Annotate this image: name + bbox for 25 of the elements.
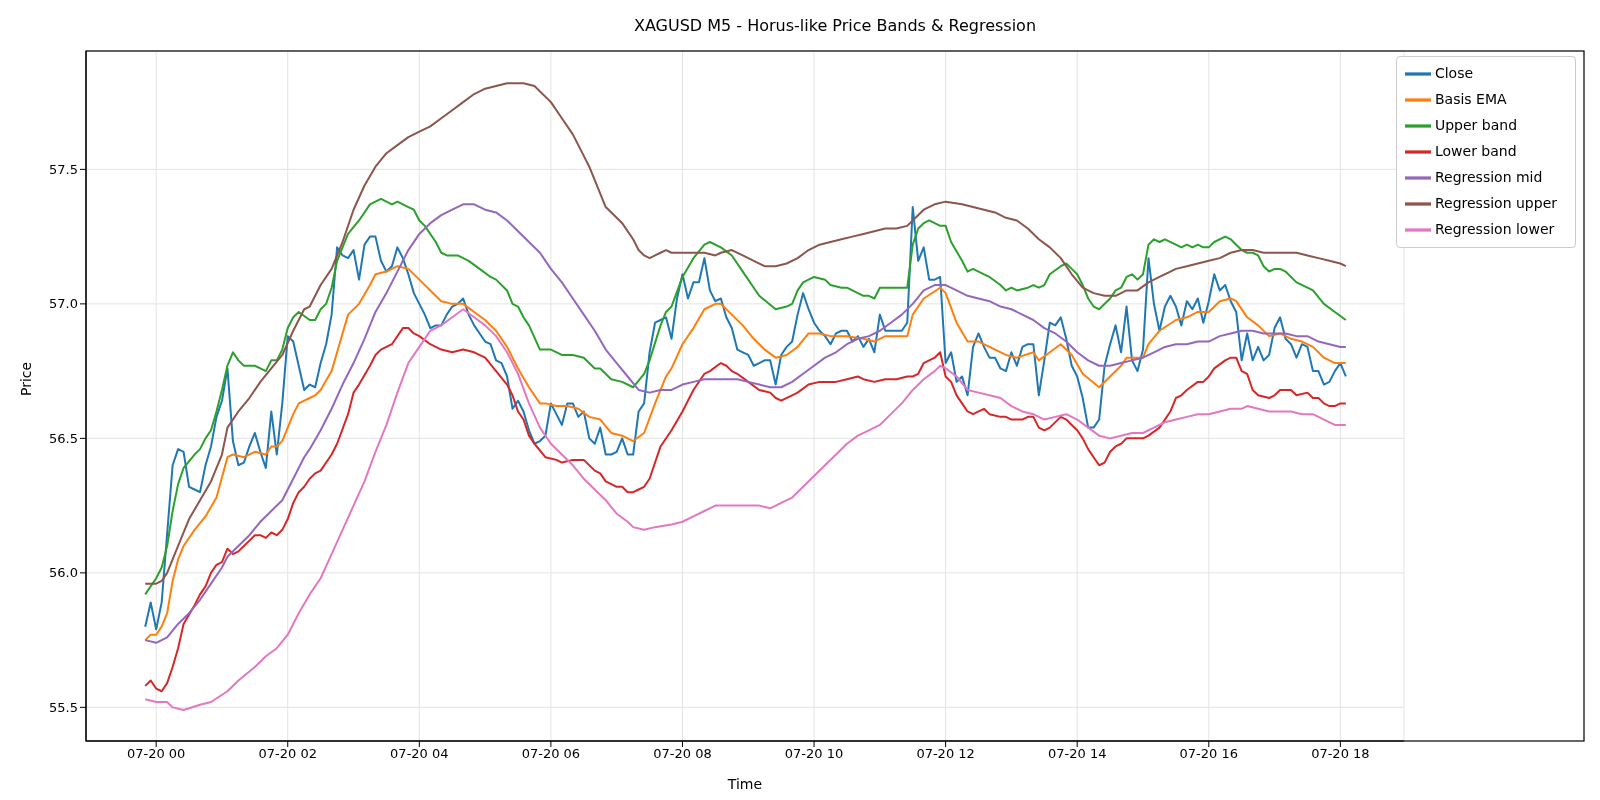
legend-label: Regression mid — [1434, 169, 1543, 185]
y-tick-label: 56.5 — [49, 430, 78, 446]
y-tick-label: 57.0 — [49, 296, 78, 312]
x-tick-label: 07-20 18 — [1311, 746, 1370, 762]
x-tick-label: 07-20 08 — [653, 746, 712, 762]
x-tick-label: 07-20 10 — [784, 746, 844, 762]
y-axis-title: Price — [17, 361, 34, 396]
y-tick-label: 57.5 — [49, 161, 78, 177]
chart-title: XAGUSD M5 - Horus-like Price Bands & Regression — [633, 16, 1037, 35]
x-axis-title: Time — [726, 776, 763, 792]
legend-label: Regression upper — [1434, 195, 1557, 211]
x-tick-label: 07-20 02 — [258, 746, 317, 762]
legend-label: Basis EMA — [1434, 91, 1507, 107]
x-tick-label: 07-20 06 — [521, 746, 581, 762]
x-tick-label: 07-20 16 — [1179, 746, 1239, 762]
y-tick-label: 56.0 — [49, 565, 78, 581]
x-tick-label: 07-20 04 — [390, 746, 449, 762]
legend-label: Lower band — [1434, 143, 1517, 159]
x-tick-label: 07-20 00 — [126, 746, 186, 762]
x-tick-label: 07-20 12 — [916, 746, 975, 762]
legend-label: Regression lower — [1434, 221, 1555, 237]
legend-label: Upper band — [1434, 117, 1518, 133]
y-tick-label: 55.5 — [49, 699, 78, 715]
x-tick-label: 07-20 14 — [1047, 746, 1107, 762]
legend-label: Close — [1434, 65, 1474, 81]
